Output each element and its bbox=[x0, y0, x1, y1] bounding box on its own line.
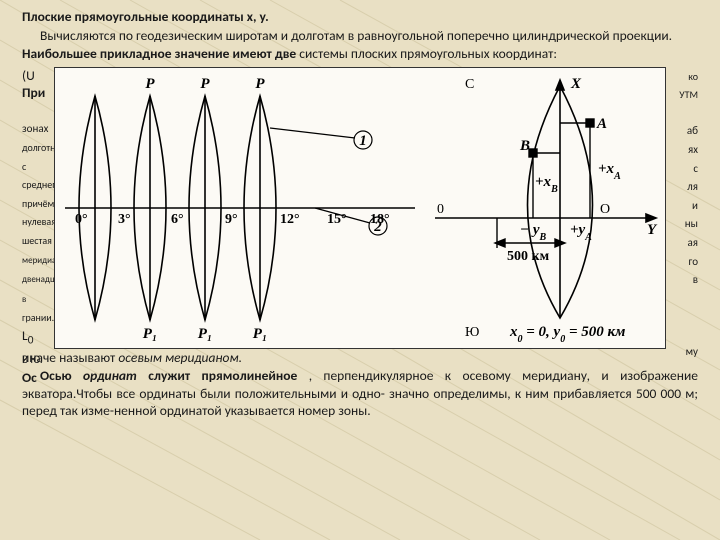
frag-r5: ля bbox=[687, 180, 698, 193]
deg-1: 3° bbox=[118, 212, 131, 227]
p-bot-2: P₁ bbox=[198, 326, 212, 342]
figure-left-zones: 1 2 P P P P₁ P₁ P₁ 0° 3° 6° 9° bbox=[55, 68, 425, 348]
frag-r8: ая bbox=[688, 236, 698, 249]
B: B bbox=[519, 138, 530, 154]
p4b: служит прямолинейное bbox=[148, 367, 297, 384]
p2b: системы плоских прямоугольных координат: bbox=[299, 45, 557, 62]
p-bot-3: P₁ bbox=[253, 326, 267, 342]
yb: − yB bbox=[520, 222, 547, 243]
frag-l2: При bbox=[22, 84, 45, 101]
p2a: Наибольшее прикладное значение имеют две bbox=[22, 45, 296, 62]
figure: 1 2 P P P P₁ P₁ P₁ 0° 3° 6° 9° bbox=[54, 67, 666, 349]
title: Плоские прямоугольные координаты x, y. bbox=[22, 8, 698, 26]
frag-l1: (U bbox=[22, 67, 35, 84]
frag-r3: ях bbox=[688, 143, 698, 156]
para-2: Наибольшее прикладное значение имеют две… bbox=[22, 45, 698, 63]
p4c: , перпендикулярное к осевому меридиану, … bbox=[309, 367, 609, 384]
p-top-2: P bbox=[200, 76, 210, 92]
xa: +xA bbox=[598, 161, 621, 182]
frag-r2: аб bbox=[687, 124, 698, 137]
zero: 0 bbox=[437, 202, 444, 217]
ya: +yA bbox=[570, 222, 592, 243]
p-top-3: P bbox=[255, 76, 265, 92]
Y: Y bbox=[647, 222, 658, 238]
zones-svg: 1 2 P P P P₁ P₁ P₁ 0° 3° 6° 9° bbox=[55, 68, 425, 346]
p-bot-1: P₁ bbox=[143, 326, 157, 342]
A: A bbox=[596, 116, 607, 132]
frag-l15: Ос bbox=[22, 369, 37, 386]
frag-r6: и bbox=[692, 199, 698, 212]
ordw: ординат bbox=[83, 367, 137, 384]
O: O bbox=[600, 202, 610, 217]
frag-l14: В Ю. bbox=[22, 353, 43, 366]
km500: 500 км bbox=[507, 249, 550, 264]
frag-l7: причём bbox=[22, 197, 54, 210]
baseline: x0 = 0, y0 = 500 км bbox=[509, 324, 625, 345]
frag-l9: шестая bbox=[22, 234, 52, 247]
deg-4: 12° bbox=[280, 212, 300, 227]
deg-5: 15° bbox=[327, 212, 347, 227]
circ-1-label: 1 bbox=[359, 133, 367, 149]
frag-r4: с bbox=[693, 162, 698, 175]
frag-r7: ны bbox=[685, 217, 698, 230]
page: Плоские прямоугольные координаты x, y. В… bbox=[0, 0, 720, 540]
X: X bbox=[570, 76, 582, 92]
deg-6: 18° bbox=[370, 212, 390, 227]
xb: +xB bbox=[535, 174, 558, 195]
frag-l4: зонах bbox=[22, 122, 48, 135]
deg-0: 0° bbox=[75, 212, 88, 227]
frag-r9: го bbox=[689, 255, 698, 268]
frag-l8: нулевая bbox=[22, 215, 56, 228]
p5i: осевым меридианом. bbox=[118, 349, 242, 366]
deg-2: 6° bbox=[171, 212, 184, 227]
frag-l12: грании. bbox=[22, 311, 54, 324]
frag-l13: L0 bbox=[22, 327, 33, 344]
para-ord: Осью ординат служит прямолинейное , перп… bbox=[22, 367, 698, 420]
para-1: Вычисляются по геодезическим широтам и д… bbox=[22, 27, 698, 45]
frag-r1: ко УTM bbox=[679, 70, 698, 102]
frag-r10: в bbox=[693, 273, 698, 286]
figure-right-coords: С Ю X Y A B O 0 +xA +xB +yA − yB 500 км … bbox=[425, 68, 665, 348]
p-top-1: P bbox=[145, 76, 155, 92]
coord-svg: С Ю X Y A B O 0 +xA +xB +yA − yB 500 км … bbox=[425, 68, 665, 346]
para-osm: иначе называют осевым меридианом. bbox=[22, 349, 698, 367]
frag-r11: му bbox=[686, 345, 698, 358]
deg-3: 9° bbox=[225, 212, 238, 227]
C: С bbox=[465, 77, 474, 92]
U: Ю bbox=[465, 325, 479, 340]
